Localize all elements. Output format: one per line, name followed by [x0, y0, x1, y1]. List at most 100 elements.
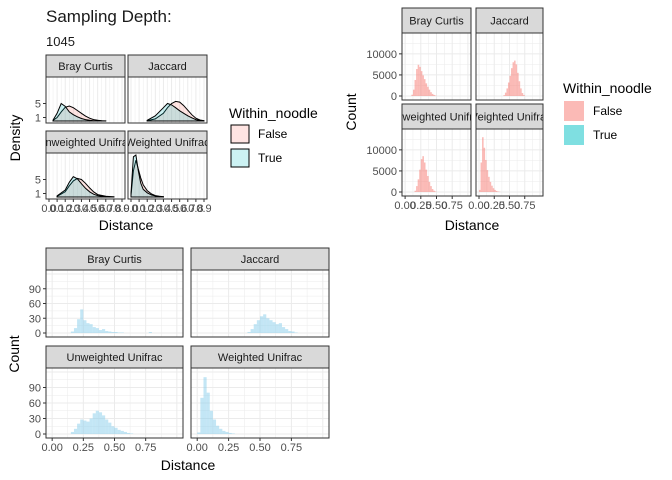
histogram-bar	[120, 430, 124, 434]
histogram-bar	[482, 137, 484, 192]
x-tick-label: 0.6	[90, 203, 105, 215]
histogram-bar	[497, 191, 499, 192]
x-tick-label: 0.4	[156, 203, 171, 215]
histogram-bar	[275, 324, 279, 333]
y-axis-title: Count	[343, 93, 359, 130]
y-tick-label: 5000	[373, 166, 397, 178]
histogram-bar	[494, 189, 496, 192]
facet-label: Unweighted Unifrac	[38, 137, 134, 149]
histogram-bar	[483, 147, 486, 192]
histogram-bar	[98, 412, 103, 434]
x-tick-label: 0.1	[49, 203, 64, 215]
histogram-bar	[247, 332, 251, 333]
x-tick-label: 0.7	[180, 203, 195, 215]
legend-label: False	[258, 127, 288, 141]
panel-border	[475, 32, 544, 101]
y-tick-label: 5	[35, 175, 41, 187]
histogram-bar	[253, 324, 257, 333]
density-plot: Bray Curtis 1 5 Jaccard Unweighted Unifrac 0.…	[7, 54, 318, 233]
histogram-bar	[73, 428, 78, 434]
histogram-bar	[92, 327, 96, 333]
histogram-bar	[105, 331, 109, 333]
histogram-bar	[416, 69, 418, 96]
histogram-bar	[412, 89, 415, 96]
histogram-bar	[83, 320, 87, 333]
legend-key-false	[564, 101, 584, 121]
histogram-bar	[420, 71, 423, 96]
y-tick-label: 0	[391, 91, 397, 103]
x-tick-label: 0.75	[441, 200, 462, 212]
x-tick-label: 0.25	[484, 200, 505, 212]
histogram-bar	[420, 159, 423, 192]
histogram-bar	[272, 322, 276, 333]
histogram-bar	[228, 432, 232, 434]
histogram-bar	[102, 415, 106, 434]
facet-label: Unweighted Unifrac	[67, 352, 163, 364]
x-tick-label: 0.50	[104, 442, 125, 454]
histogram-bar	[428, 181, 431, 192]
histogram-bar	[216, 425, 220, 434]
legend-key-true	[230, 148, 250, 168]
histogram-bar	[427, 86, 429, 96]
histogram-bar	[430, 92, 432, 96]
histogram-bar	[427, 175, 429, 192]
histogram-bar	[102, 329, 106, 333]
y-tick-label: 0	[391, 187, 397, 199]
histogram-bar	[425, 83, 428, 96]
legend-label: True	[593, 128, 618, 142]
histogram-bar	[288, 331, 292, 333]
plot-title: Sampling Depth:	[46, 7, 172, 26]
histogram-bar	[431, 189, 434, 192]
y-tick-label: 60	[29, 398, 41, 410]
histogram-bar	[98, 330, 103, 333]
histogram-bar	[491, 185, 493, 192]
facet-label: Jaccard	[490, 16, 529, 28]
histogram-bar	[433, 190, 435, 192]
y-tick-label: 10000	[366, 145, 397, 157]
histogram-bar	[95, 328, 99, 333]
histogram-bar	[108, 422, 112, 434]
histogram-bar	[417, 64, 420, 96]
histogram-bar	[485, 159, 487, 192]
histogram-bar	[504, 92, 507, 96]
histogram-bar	[130, 433, 134, 434]
y-tick-label: 1	[35, 189, 41, 201]
legend-key-false	[230, 124, 250, 144]
y-tick-label: 0	[35, 328, 41, 340]
histogram-bar	[256, 320, 260, 333]
histogram-bar	[111, 332, 115, 333]
x-tick-label: 0.25	[218, 442, 239, 454]
facet-label: Bray Curtis	[409, 16, 464, 28]
facet-label: Weighted Unifrac	[467, 112, 552, 124]
histogram-bar	[509, 75, 512, 96]
histogram-bar	[414, 190, 417, 192]
x-tick-label: 0.75	[135, 442, 156, 454]
histogram-bar	[285, 329, 289, 333]
histogram-bar	[89, 324, 93, 333]
histogram-bar	[414, 79, 417, 96]
x-tick-label: 0.5	[164, 203, 179, 215]
x-tick-label: 0.6	[172, 203, 187, 215]
histogram-bar	[480, 162, 483, 192]
histogram-bar	[419, 66, 421, 96]
y-axis-title: Count	[6, 335, 22, 372]
histogram-bar	[422, 75, 424, 96]
histogram-bar	[263, 314, 267, 333]
histogram-bar	[495, 190, 498, 192]
density-curve-true	[130, 154, 165, 198]
histogram-bar	[148, 332, 152, 333]
histogram-bar	[488, 176, 490, 192]
legend-label: False	[593, 104, 623, 118]
histogram-bar	[515, 64, 518, 96]
histogram-bar	[70, 431, 74, 434]
legend-title: Within_noodle	[229, 105, 318, 121]
density-curve-true	[146, 102, 205, 122]
histogram-bar	[206, 392, 210, 434]
histogram-bar	[209, 410, 213, 434]
histogram-bar	[434, 191, 437, 192]
panel-border	[45, 152, 126, 200]
plot-subtitle: 1045	[46, 34, 75, 49]
x-tick-label: 0.2	[140, 203, 155, 215]
histogram-bar	[123, 431, 127, 434]
